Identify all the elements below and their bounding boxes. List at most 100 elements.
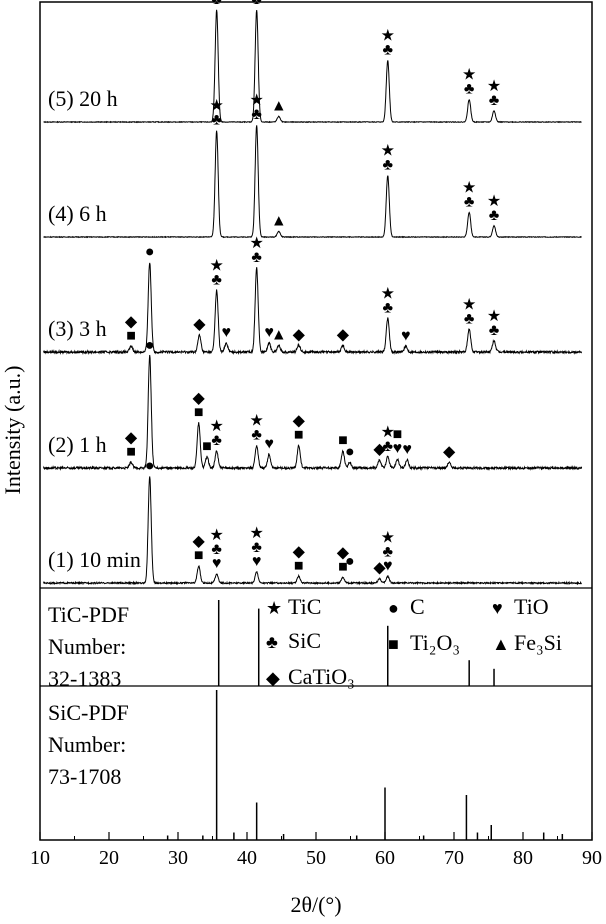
phase-marker: ★: [487, 193, 501, 210]
phase-marker: ●: [145, 458, 155, 475]
phase-marker: ♥: [402, 441, 412, 458]
phase-marker: ★: [381, 285, 395, 302]
phase-marker: ■: [393, 426, 403, 443]
phase-marker: ★: [462, 179, 476, 196]
xrd-trace-line: [43, 262, 583, 356]
series-label: (5) 20 h: [48, 86, 118, 111]
phase-marker: ■: [126, 327, 136, 344]
x-axis-label: 2θ/(°): [290, 892, 341, 917]
phase-marker: ★: [487, 78, 501, 95]
phase-marker: ♣: [464, 193, 475, 210]
phase-marker: ★: [249, 413, 263, 430]
reference-label: Number:: [48, 634, 126, 659]
phase-marker: ◆: [443, 443, 456, 460]
phase-marker: ★: [487, 308, 501, 325]
legend-label: C: [410, 594, 425, 619]
phase-marker: ◆: [373, 441, 386, 458]
legend-label: Fe₃Si: [514, 630, 562, 655]
phase-marker: ♣: [251, 249, 262, 266]
phase-marker: ●: [345, 553, 355, 570]
phase-marker: ♣: [211, 271, 222, 288]
phase-marker: ♥: [212, 555, 222, 572]
x-axis-ticks: 10 20 30 40 50 60 70 80 90: [30, 832, 602, 869]
legend-symbol: ♥: [492, 598, 503, 618]
legend-label: Ti₂O₃: [410, 630, 460, 655]
reference-patterns: TiC-PDF Number: 32-1383 SiC-PDF Number: 73-17…: [48, 600, 564, 840]
legend-symbol: ◆: [266, 668, 280, 688]
phase-marker: ♣: [383, 41, 394, 58]
phase-marker: ★: [381, 529, 395, 546]
x-tick-label: 10: [30, 847, 50, 869]
phase-marker: ◆: [373, 560, 386, 577]
phase-marker: ♥: [383, 557, 393, 574]
phase-marker: ♣: [251, 539, 262, 556]
x-tick-label: 30: [168, 847, 188, 869]
phase-marker: ♥: [393, 440, 403, 457]
phase-marker: ♣: [464, 81, 475, 98]
phase-marker: ◆: [193, 533, 206, 550]
phase-marker: ◆: [125, 313, 138, 330]
phase-marker: ■: [194, 547, 204, 564]
phase-marker: ■: [294, 427, 304, 444]
phase-marker: ★: [462, 67, 476, 84]
phase-marker: ♣: [489, 207, 500, 224]
series-label: (1) 10 min: [48, 547, 141, 572]
legend-symbol: ■: [388, 634, 399, 654]
phase-marker: ●: [145, 337, 155, 354]
phase-marker: ▲: [271, 212, 287, 229]
legend-symbol: ♣: [266, 632, 278, 652]
phase-marker: ◆: [193, 316, 206, 333]
phase-marker: ★: [209, 98, 223, 115]
phase-marker: ◆: [293, 413, 306, 430]
phase-marker: ★: [249, 92, 263, 109]
phase-marker: ★: [381, 142, 395, 159]
legend-label: CaTiO₃: [288, 664, 355, 689]
phase-marker: ★: [381, 27, 395, 44]
x-tick-label: 70: [444, 847, 464, 869]
phase-marker: ◆: [293, 326, 306, 343]
x-tick-label: 50: [306, 847, 326, 869]
phase-marker: ♣: [383, 438, 394, 455]
phase-marker: ◆: [337, 544, 350, 561]
phase-marker: ★: [462, 297, 476, 314]
xrd-traces: (5) 20 h♣★♣★▲♣★♣★♣★(4) 6 h♣★♣★▲♣★♣★♣★(3)…: [43, 0, 583, 586]
phase-marker: ♣: [383, 156, 394, 173]
phase-marker: ♣: [251, 106, 262, 123]
phase-marker: ■: [338, 558, 348, 575]
reference-label: 73-1708: [48, 764, 121, 789]
phase-marker: ♥: [401, 327, 411, 344]
phase-marker: ♣: [211, 0, 222, 8]
series-label: (3) 3 h: [48, 316, 107, 341]
series-label: (4) 6 h: [48, 201, 107, 226]
phase-marker: ♣: [211, 541, 222, 558]
series-label: (2) 1 h: [48, 432, 107, 457]
phase-marker: ♥: [252, 553, 262, 570]
phase-marker: ♣: [251, 0, 262, 8]
xrd-trace-line: [43, 125, 582, 239]
phase-marker: ♥: [222, 324, 232, 341]
x-tick-label: 60: [375, 847, 395, 869]
phase-marker: ♣: [383, 299, 394, 316]
phase-marker: ◆: [125, 429, 138, 446]
phase-marker: ■: [202, 438, 212, 455]
phase-marker: ♣: [383, 543, 394, 560]
x-tick-label: 40: [237, 847, 257, 869]
phase-marker: ★: [249, 525, 263, 542]
phase-marker: ■: [194, 404, 204, 421]
reference-label: 32-1383: [48, 666, 121, 691]
phase-marker: ♥: [264, 436, 274, 453]
phase-marker: ▲: [271, 326, 287, 343]
xrd-trace-line: [43, 354, 583, 471]
x-tick-label: 90: [582, 847, 602, 869]
phase-marker: ♣: [464, 311, 475, 328]
legend-label: SiC: [288, 628, 321, 653]
legend-label: TiO: [514, 594, 549, 619]
phase-marker: ●: [145, 243, 155, 260]
phase-marker: ♣: [211, 112, 222, 129]
phase-marker: ★: [209, 527, 223, 544]
x-tick-label: 20: [99, 847, 119, 869]
reference-label: Number:: [48, 732, 126, 757]
phase-marker: ◆: [293, 543, 306, 560]
phase-marker: ◆: [193, 390, 206, 407]
